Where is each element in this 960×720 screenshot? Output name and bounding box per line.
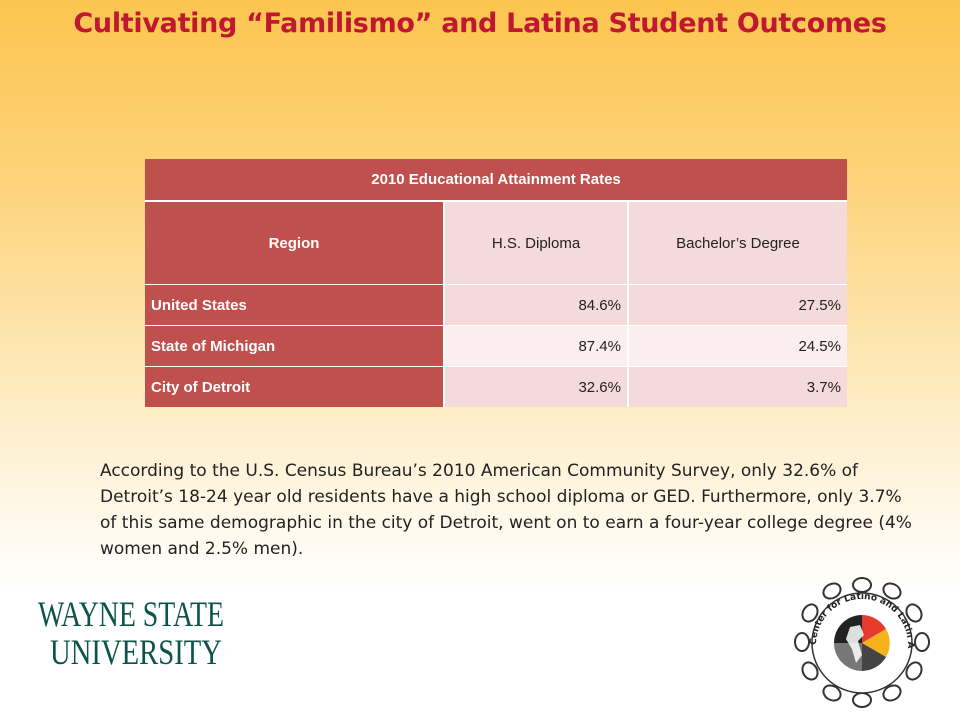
body-paragraph: According to the U.S. Census Bureau’s 20… bbox=[100, 461, 912, 559]
wayne-state-logo: WAYNE STATE UNIVERSITY bbox=[38, 594, 224, 672]
wsu-logo-line2: UNIVERSITY bbox=[50, 632, 222, 672]
row-ba-value: 27.5% bbox=[627, 284, 847, 326]
attainment-table: 2010 Educational Attainment Rates Region… bbox=[145, 159, 847, 407]
flower-petals-icon bbox=[794, 577, 930, 708]
table-row: United States 84.6% 27.5% bbox=[145, 284, 847, 326]
slide-title: Cultivating “Familismo” and Latina Stude… bbox=[73, 8, 887, 39]
row-hs-value: 32.6% bbox=[443, 366, 628, 407]
wsu-logo-line1: WAYNE STATE bbox=[38, 594, 224, 634]
column-header-bachelors: Bachelor’s Degree bbox=[627, 201, 847, 285]
table-row: State of Michigan 87.4% 24.5% bbox=[145, 325, 847, 367]
table-row: City of Detroit 32.6% 3.7% bbox=[145, 366, 847, 407]
row-hs-value: 87.4% bbox=[443, 325, 628, 367]
row-ba-value: 24.5% bbox=[627, 325, 847, 367]
cla-logo: Center for Latino and Latin American Stu… bbox=[790, 575, 930, 708]
column-header-region: Region bbox=[145, 201, 444, 285]
row-region: United States bbox=[145, 284, 444, 326]
row-region: State of Michigan bbox=[145, 325, 444, 367]
column-header-hs-diploma: H.S. Diploma bbox=[443, 201, 628, 285]
row-ba-value: 3.7% bbox=[627, 366, 847, 407]
row-region: City of Detroit bbox=[145, 366, 444, 407]
table-caption: 2010 Educational Attainment Rates bbox=[145, 159, 847, 202]
globe-icon bbox=[834, 615, 890, 671]
row-hs-value: 84.6% bbox=[443, 284, 628, 326]
